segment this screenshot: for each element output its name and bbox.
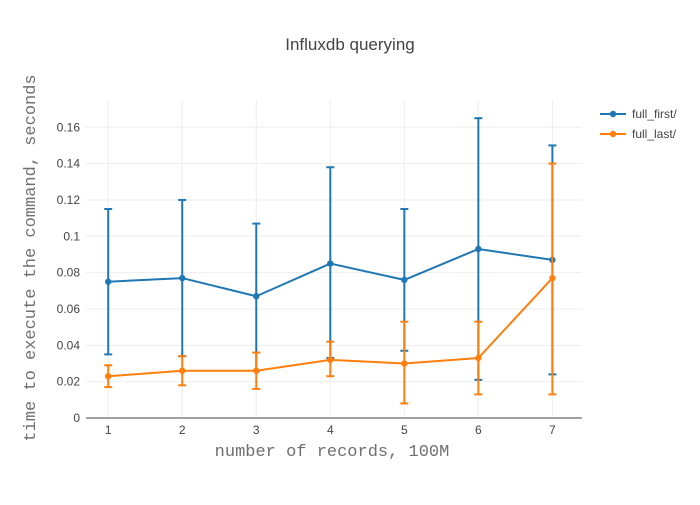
series-layer [104, 117, 557, 405]
y-tick-label: 0.1 [63, 229, 80, 243]
data-point [401, 276, 408, 284]
y-axis-label: time to execute the command, seconds [22, 74, 41, 441]
x-tick-label: 7 [549, 423, 556, 437]
y-tick-label: 0.06 [57, 302, 81, 316]
y-tick-label: 0 [73, 411, 80, 425]
x-tick-label: 1 [105, 423, 112, 437]
x-tick-label: 6 [475, 423, 482, 437]
grid-layer [86, 100, 582, 418]
y-tick-label: 0.12 [57, 193, 81, 207]
data-point [105, 373, 112, 380]
x-tick-label: 5 [401, 423, 408, 437]
data-point [549, 274, 556, 282]
y-tick-label: 0.08 [57, 266, 81, 280]
data-point [105, 278, 112, 285]
data-point [475, 245, 482, 253]
chart-title: Influxdb querying [285, 35, 414, 54]
legend: full_first/full_last/ [600, 107, 677, 141]
data-point [475, 354, 482, 362]
legend-item: full_first/ [600, 107, 677, 121]
data-point [179, 367, 186, 374]
data-point [253, 367, 260, 374]
data-point [327, 260, 334, 267]
y-tick-label: 0.02 [57, 375, 81, 389]
axis-layer: 0 0.02 0.04 0.06 0.08 0.1 0.12 0.14 0.16 1 2 3 4 5 6 7 [57, 120, 582, 437]
series-group [104, 162, 557, 405]
y-tick-label: 0.16 [57, 120, 81, 134]
data-point [179, 274, 186, 282]
x-axis-label: number of records, 100M [215, 443, 450, 462]
legend-item: full_last/ [600, 127, 677, 141]
legend-swatch-marker [609, 110, 617, 118]
y-tick-label: 0.04 [57, 338, 81, 352]
legend-label: full_last/ [632, 127, 677, 141]
data-point [327, 356, 334, 364]
x-tick-label: 2 [179, 423, 186, 437]
y-tick-label: 0.14 [57, 157, 81, 171]
legend-swatch-marker [609, 130, 617, 138]
x-tick-label: 4 [327, 423, 334, 437]
data-point [253, 293, 260, 300]
data-point [401, 360, 408, 367]
legend-label: full_first/ [632, 107, 677, 121]
x-tick-label: 3 [253, 423, 260, 437]
